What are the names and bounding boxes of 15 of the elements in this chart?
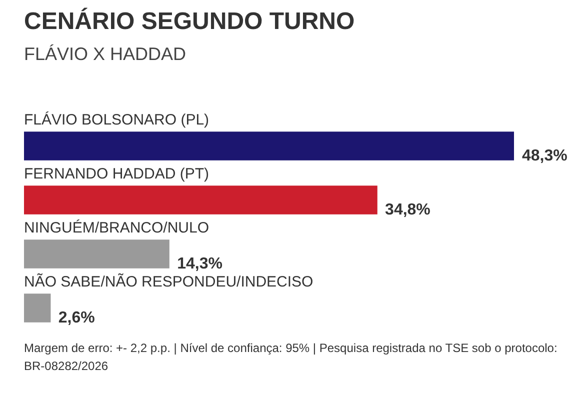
chart-subtitle: FLÁVIO X HADDAD — [24, 44, 188, 65]
bar — [24, 132, 514, 160]
data-label: 48,3% — [522, 147, 568, 164]
data-label: 2,6% — [58, 309, 95, 326]
chart-title: CENÁRIO SEGUNDO TURNO — [24, 8, 356, 36]
y-tick-label: NÃO SABE/NÃO RESPONDEU/INDECISO — [24, 272, 314, 291]
bar — [24, 186, 378, 214]
y-tick-label: FERNANDO HADDAD (PT) — [24, 166, 210, 183]
bar — [24, 294, 51, 322]
y-tick-label: FLÁVIO BOLSONARO (PL) — [24, 110, 210, 129]
y-tick-label: NINGUÉM/BRANCO/NULO — [24, 218, 210, 237]
text: Margem de erro: +- 2,2 p.p. | Nível de confiança: 95% | Pesquisa registrada no TSE sob o protocolo: BR-08282/2026 — [24, 340, 558, 375]
data-label: 34,8% — [385, 201, 430, 218]
data-label: 14,3% — [177, 255, 222, 272]
bar — [24, 240, 170, 268]
